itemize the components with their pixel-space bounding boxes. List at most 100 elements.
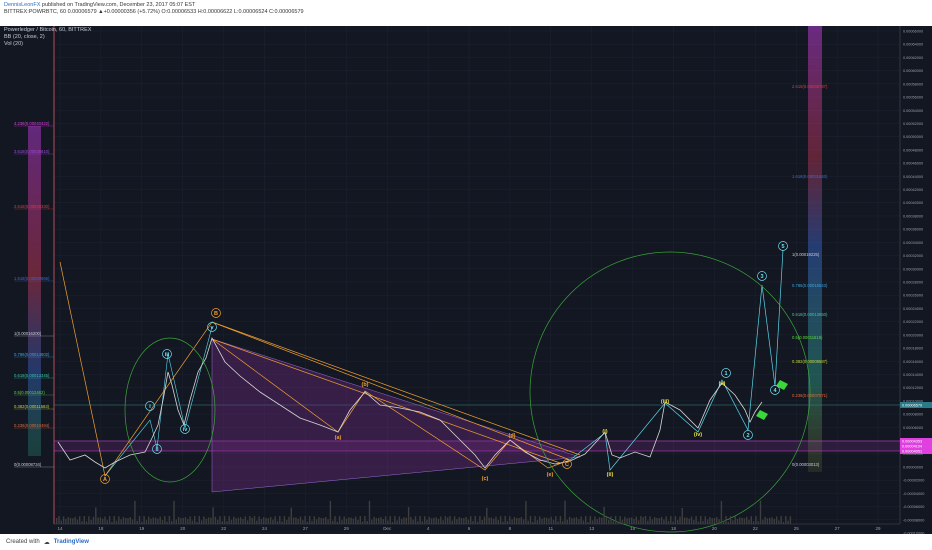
- wave-label: (e): [547, 472, 554, 478]
- volume-bar: [375, 518, 378, 524]
- volume-bar: [95, 507, 97, 524]
- volume-bar: [350, 517, 352, 524]
- volume-bar: [513, 516, 516, 524]
- wave-label: (c): [482, 476, 489, 482]
- volume-bar: [617, 521, 619, 524]
- publish-line: DennisLeonFX published on TradingView.co…: [4, 2, 928, 9]
- volume-bar: [104, 516, 106, 524]
- y-tick-label: 0.00016000: [903, 360, 923, 364]
- volume-bar: [585, 516, 587, 524]
- tradingview-logo-icon: ☁: [43, 539, 50, 546]
- volume-bar: [233, 516, 235, 524]
- volume-bar: [778, 520, 780, 524]
- y-tick-label: 0.00048000: [903, 148, 923, 152]
- volume-bar: [686, 517, 688, 524]
- tradingview-brand[interactable]: TradingView: [53, 539, 89, 545]
- volume-bar: [148, 516, 150, 524]
- x-tick-label: 18: [98, 526, 104, 531]
- fib-right-label: 1.618(0.00031620): [792, 174, 828, 179]
- volume-bar: [228, 516, 230, 524]
- x-tick-label: 11: [548, 526, 553, 531]
- volume-bar: [720, 501, 723, 524]
- wave-label-circle: [757, 271, 767, 281]
- triangle-upper: [211, 321, 581, 456]
- legend-bollinger[interactable]: BB (20, close, 2): [4, 34, 45, 40]
- volume-bar: [359, 516, 361, 524]
- volume-bar: [741, 517, 743, 524]
- volume-bar: [394, 516, 396, 524]
- fib-right-label: 0.618(0.00013650): [792, 312, 828, 317]
- volume-bar: [355, 516, 357, 524]
- volume-bar: [256, 520, 258, 524]
- y-tick-label: 0.00010000: [903, 399, 923, 403]
- volume-bar: [725, 516, 727, 524]
- volume-bar: [447, 517, 449, 524]
- volume-bar: [65, 519, 67, 524]
- volume-bar: [194, 516, 196, 524]
- fib-right-label: 0.382(0.00009587): [792, 359, 828, 364]
- volume-bar: [624, 516, 626, 524]
- volume-bar: [667, 520, 670, 524]
- volume-bar: [401, 518, 403, 524]
- y-tick-label: 0.00018000: [903, 347, 923, 351]
- volume-bar: [157, 518, 159, 524]
- volume-bar: [465, 516, 467, 524]
- volume-bar: [626, 518, 628, 524]
- volume-bar: [706, 519, 709, 524]
- volume-bar: [207, 517, 210, 524]
- volume-bar: [679, 516, 681, 524]
- volume-bar: [419, 516, 421, 524]
- volume-bar: [175, 519, 177, 524]
- wave-label: B: [214, 311, 218, 317]
- volume-bar: [621, 519, 624, 524]
- wave-label: (i): [602, 429, 607, 435]
- volume-bar: [115, 520, 118, 524]
- volume-bar: [456, 519, 458, 524]
- volume-bar: [543, 517, 545, 524]
- wave-label: 3: [760, 274, 763, 280]
- legend-symbol[interactable]: Powerledger / Bitcoin, 60, BITTREX: [4, 27, 92, 33]
- fib-right-label: 1(0.00019225): [792, 252, 820, 257]
- publish-header: DennisLeonFX published on TradingView.co…: [0, 0, 932, 26]
- volume-bar: [566, 519, 568, 524]
- legend-volume[interactable]: Vol (20): [4, 41, 23, 47]
- volume-bar: [435, 517, 437, 524]
- volume-bar: [608, 519, 610, 524]
- y-tick-label: 0.00022000: [903, 320, 923, 324]
- volume-bar: [299, 516, 302, 524]
- volume-bar: [281, 521, 283, 524]
- volume-bar: [276, 521, 279, 524]
- fib-left-label: 0(0.00008734): [14, 462, 42, 467]
- volume-bar: [739, 517, 741, 524]
- fib-left-label: 0.618(0.00013345): [14, 373, 50, 378]
- volume-bar: [525, 501, 527, 524]
- y-tick-label: 0.00050000: [903, 135, 923, 139]
- volume-bar: [580, 516, 582, 524]
- x-tick-label: 22: [753, 526, 759, 531]
- volume-bar: [589, 516, 591, 524]
- author-link[interactable]: DennisLeonFX: [4, 2, 41, 8]
- y-tick-label: 0.00008000: [903, 413, 923, 417]
- x-tick-label: 6: [468, 526, 471, 531]
- volume-bar: [635, 516, 637, 524]
- volume-bar: [366, 521, 368, 524]
- volume-bar: [260, 519, 263, 524]
- volume-bar: [633, 518, 635, 524]
- volume-bar: [230, 519, 233, 524]
- volume-bar: [315, 519, 318, 524]
- wave-label-circle: [145, 401, 155, 411]
- fib-band-left: [28, 126, 41, 456]
- wave-label: v: [210, 325, 214, 331]
- indicator-legend: Powerledger / Bitcoin, 60, BITTREX BB (2…: [4, 27, 91, 48]
- volume-bar: [131, 519, 134, 524]
- created-with-text: Created with: [6, 539, 40, 545]
- volume-bar: [651, 519, 654, 524]
- volume-bar: [516, 518, 518, 524]
- volume-bar: [421, 521, 424, 524]
- volume-bar: [327, 519, 329, 524]
- volume-bar: [161, 520, 164, 524]
- volume-bar: [410, 516, 412, 524]
- volume-bar: [782, 521, 785, 524]
- y-tick-label: 0.00064000: [903, 43, 923, 47]
